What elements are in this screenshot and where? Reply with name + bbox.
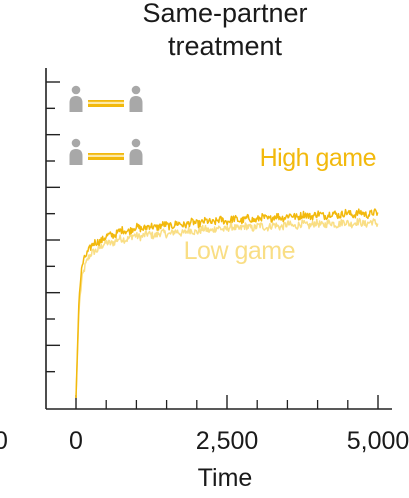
y-axis xyxy=(45,68,60,409)
chart-title-line-1: Same-partner xyxy=(142,0,307,28)
x-axis-label: Time xyxy=(198,464,253,492)
series-line-high-game xyxy=(75,208,379,399)
series-layer xyxy=(75,208,379,399)
high-game-pair-icon xyxy=(69,85,143,112)
x-tick-label-cut: 0 xyxy=(0,427,8,455)
series-line-low-game xyxy=(75,217,379,399)
x-tick-label: 2,500 xyxy=(196,427,259,455)
low-game-pair-icon xyxy=(69,138,143,165)
series-label-high-game: High game xyxy=(260,144,376,172)
x-tick-label: 0 xyxy=(69,427,83,455)
chart-title-line-2: treatment xyxy=(168,31,283,61)
series-label-low-game: Low game xyxy=(184,237,295,265)
x-axis: 0 2,500 5,000 xyxy=(46,395,409,455)
x-tick-label: 5,000 xyxy=(347,427,409,455)
legend-icons xyxy=(69,85,143,165)
